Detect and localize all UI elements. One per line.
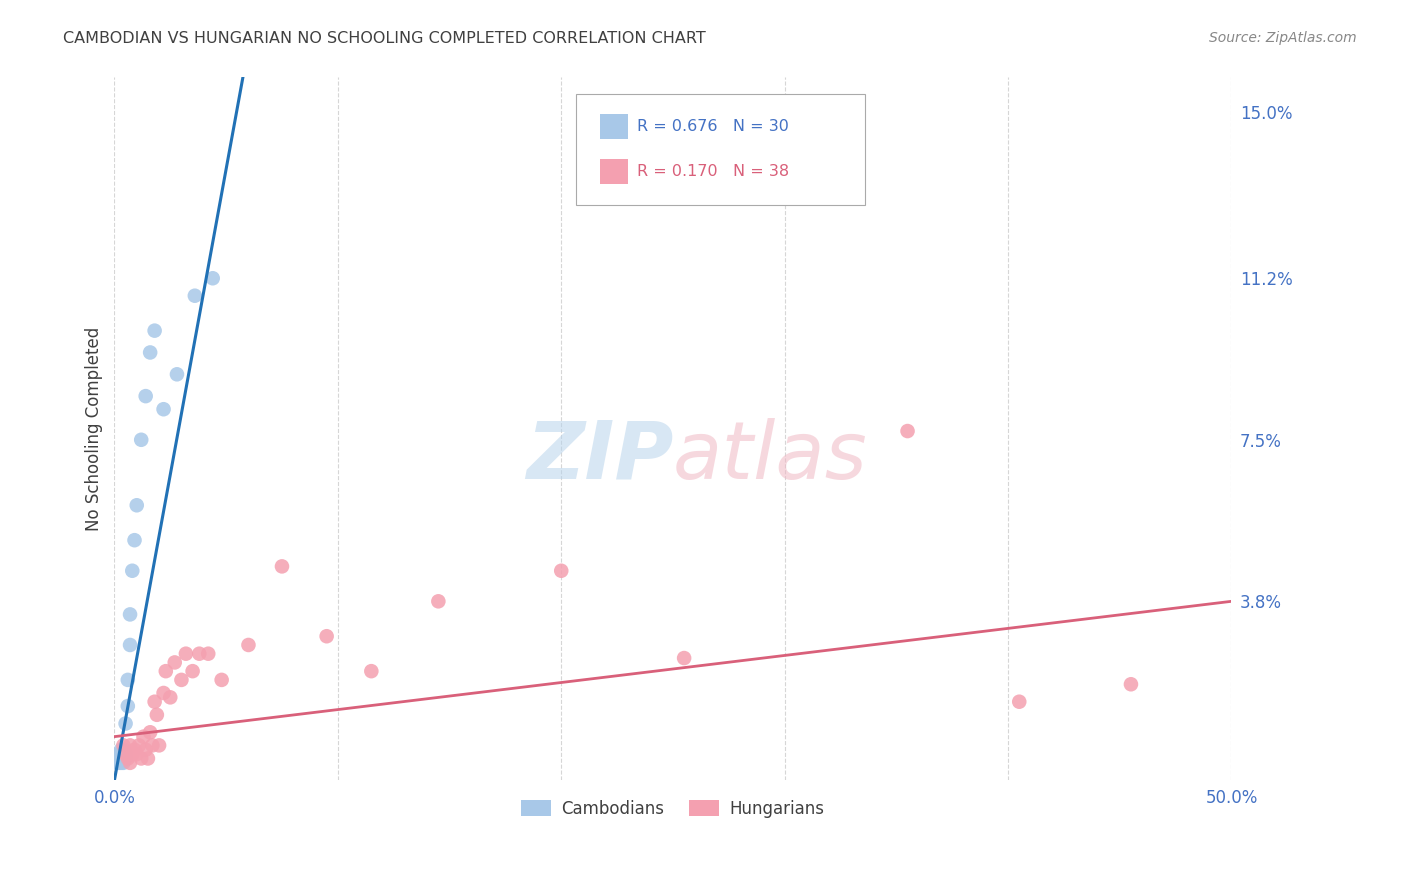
Point [201, 271, 224, 285]
Point [1008, 695, 1031, 709]
Point [143, 324, 166, 338]
Point [155, 664, 177, 678]
Point [117, 751, 139, 765]
Point [152, 402, 174, 417]
Point [129, 751, 152, 765]
Point [1119, 677, 1142, 691]
Point [118, 739, 141, 753]
Point [188, 647, 211, 661]
Legend: Cambodians, Hungarians: Cambodians, Hungarians [515, 793, 831, 825]
Point [121, 747, 143, 761]
Point [143, 695, 166, 709]
Point [105, 751, 128, 765]
Point [238, 638, 260, 652]
Point [114, 716, 136, 731]
Point [896, 424, 918, 438]
Text: ZIP: ZIP [526, 418, 673, 496]
Point [163, 656, 186, 670]
Point [128, 739, 150, 753]
Point [117, 699, 139, 714]
Point [121, 564, 143, 578]
Point [139, 725, 162, 739]
Point [129, 433, 152, 447]
Point [135, 743, 157, 757]
Point [170, 673, 193, 687]
Point [197, 647, 219, 661]
Point [427, 594, 450, 608]
Point [108, 756, 131, 770]
Point [315, 629, 337, 643]
Point [141, 739, 163, 753]
Point [112, 756, 135, 770]
Point [112, 743, 135, 757]
Y-axis label: No Schooling Completed: No Schooling Completed [86, 326, 103, 531]
Point [159, 690, 181, 705]
Point [184, 289, 207, 303]
Point [118, 638, 141, 652]
Point [110, 756, 132, 770]
Point [118, 607, 141, 622]
Point [673, 651, 696, 665]
Point [152, 686, 174, 700]
Point [114, 747, 136, 761]
Point [136, 751, 159, 765]
Point [108, 751, 131, 765]
Text: Source: ZipAtlas.com: Source: ZipAtlas.com [1209, 31, 1357, 45]
Point [211, 673, 233, 687]
Point [125, 498, 148, 512]
Point [360, 664, 382, 678]
Point [124, 743, 146, 757]
Point [110, 751, 132, 765]
Point [108, 747, 131, 761]
Point [118, 756, 141, 770]
Text: R = 0.676   N = 30: R = 0.676 N = 30 [637, 120, 789, 135]
Point [135, 389, 157, 403]
Text: CAMBODIAN VS HUNGARIAN NO SCHOOLING COMPLETED CORRELATION CHART: CAMBODIAN VS HUNGARIAN NO SCHOOLING COMP… [63, 31, 706, 46]
Point [181, 664, 204, 678]
Point [166, 368, 188, 382]
Text: R = 0.170   N = 38: R = 0.170 N = 38 [637, 164, 789, 179]
Point [125, 747, 148, 761]
Point [146, 707, 169, 722]
Point [105, 756, 128, 770]
Point [117, 673, 139, 687]
Point [112, 747, 135, 761]
Text: atlas: atlas [673, 418, 868, 496]
Point [114, 751, 136, 765]
Point [110, 743, 132, 757]
Point [550, 564, 572, 578]
Point [114, 747, 136, 761]
Point [112, 739, 135, 753]
Point [110, 747, 132, 761]
Point [174, 647, 197, 661]
Point [124, 533, 146, 548]
Point [139, 345, 162, 359]
Point [148, 739, 170, 753]
Point [271, 559, 294, 574]
Point [132, 730, 155, 744]
